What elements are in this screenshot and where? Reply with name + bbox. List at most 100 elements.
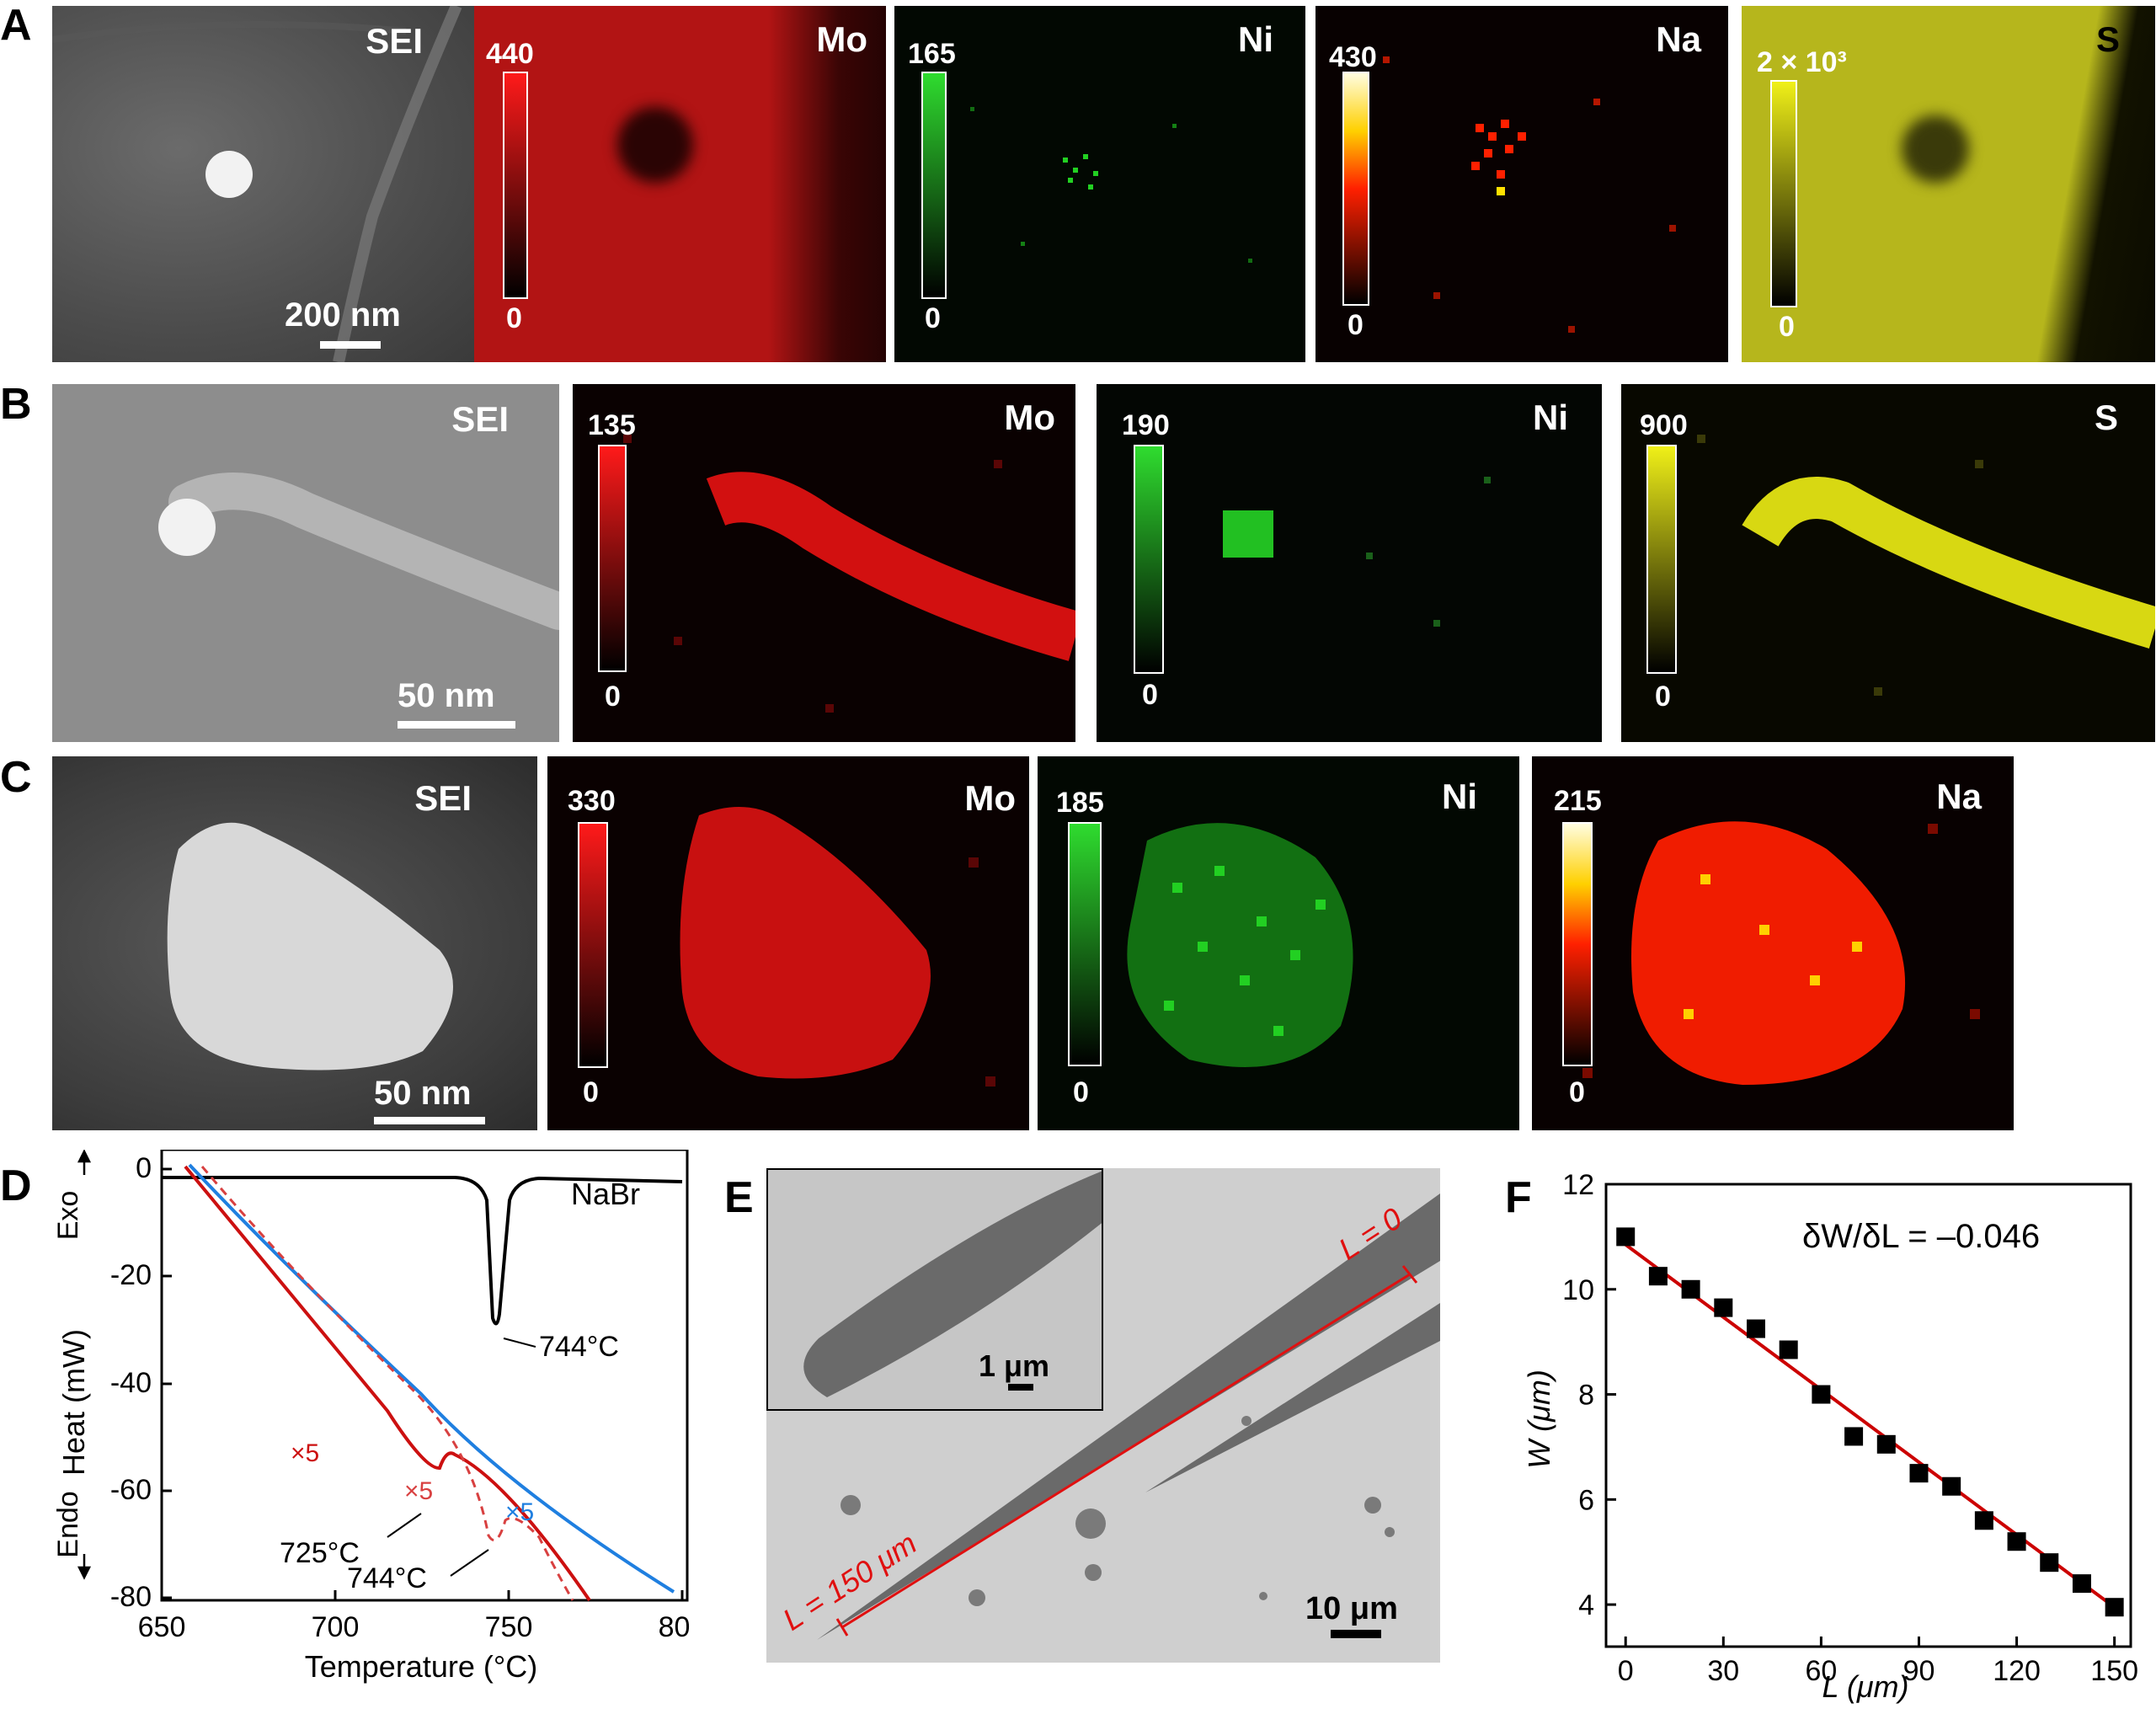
f-xtick-label: 120 [1993,1655,2041,1687]
cbar-min-b-mo: 0 [605,681,621,713]
map-a-mo: 440 0 Mo [474,6,886,362]
dsc-x5-dash: ×5 [404,1477,433,1505]
panel-letter-e: E [724,1173,754,1222]
dsc-xlabel: Temperature (°C) [305,1649,537,1684]
map-c-na-content [1582,821,1980,1085]
cbar-max-c-mo: 330 [568,785,616,817]
dsc-xtick-1: 700 [312,1611,360,1643]
f-xtick-label: 150 [2090,1655,2138,1687]
sei-label-a: SEI [366,21,423,61]
f-xtick-label: 60 [1805,1655,1837,1687]
dsc-ann-725: 725°C [280,1537,360,1569]
f-fit-group [1625,1243,2116,1609]
sei-image-b-content [158,473,559,630]
colorbar-b-s [1646,445,1677,674]
f-ytick-label: 4 [1578,1589,1594,1621]
cbar-min-c-mo: 0 [583,1076,599,1108]
dsc-ann-744-top: 744°C [539,1331,619,1363]
f-data-point [2072,1574,2091,1594]
label-b-s: S [2094,398,2118,437]
colorbar-c-mo [578,822,608,1068]
panel-letter-d: D [0,1161,32,1210]
colorbar-c-na [1562,822,1593,1066]
dsc-arrow-744-top [503,1338,536,1348]
map-b-s-content [1697,435,2155,696]
cbar-min-c-na: 0 [1569,1076,1585,1108]
sei-label-c: SEI [414,778,472,818]
label-a-ni: Ni [1238,19,1273,59]
dsc-ytick-1: -20 [110,1259,152,1291]
dsc-plot: 0 -20 -40 -60 -80 650 700 750 800 Temper… [52,1150,691,1684]
cbar-max-b-s: 900 [1640,409,1688,441]
dsc-ytick-4: -80 [110,1581,152,1613]
map-c-ni-content [1127,823,1353,1067]
dsc-ytick-3: -60 [110,1474,152,1506]
dsc-arrow-725 [387,1513,422,1538]
f-data-point [2040,1553,2059,1573]
f-data-point [1942,1476,1961,1496]
panel-letter-a: A [0,1,32,50]
f-xtick-label: 30 [1707,1655,1739,1687]
map-a-ni-dots [970,107,1252,263]
f-data-point [1876,1434,1896,1454]
f-data-point [1681,1279,1700,1299]
dsc-endo-label: Endo [52,1491,84,1557]
scalebar-a [320,341,381,349]
f-data-point [1844,1427,1864,1446]
cbar-min-b-s: 0 [1655,681,1671,713]
label-a-s: S [2095,19,2120,59]
scalebar-b [398,721,515,729]
label-c-ni: Ni [1442,777,1477,816]
map-b-s: 900 0 S [1621,384,2155,742]
dsc-exo-endo-arrows [77,1150,92,1580]
f-data-point [1616,1227,1636,1247]
dsc-x5-red: ×5 [291,1439,319,1467]
sem-image-e: L = 0 L = 150 μm 10 μm 1 μm [766,1168,1440,1663]
scale-text-c: 50 nm [374,1075,472,1112]
map-a-na-dots [1383,56,1676,333]
e-inset-scale-text: 1 μm [979,1348,1049,1383]
label-c-mo: Mo [964,778,1016,818]
sei-image-b: SEI 50 nm [52,384,559,742]
e-length-line [841,1273,1411,1629]
scalebar-c [374,1117,485,1124]
cbar-max-a-mo: 440 [486,38,534,70]
dsc-xtick-2: 750 [485,1611,533,1643]
dsc-ticks [160,1167,684,1600]
f-xtick-label: 90 [1903,1655,1935,1687]
map-b-mo: 135 0 Mo [573,384,1075,742]
e-inset: 1 μm [766,1168,1103,1411]
cbar-max-a-na: 430 [1329,41,1377,73]
cbar-max-c-na: 215 [1554,785,1602,817]
map-a-na: 430 0 Na [1315,6,1728,362]
f-axes-frame [1604,1183,2132,1648]
dsc-nabr-label: NaBr [571,1177,640,1211]
dsc-red-curve [184,1165,591,1602]
label-b-ni: Ni [1533,398,1568,437]
scale-text-b: 50 nm [398,677,495,714]
colorbar-a-na [1342,72,1369,306]
dsc-axes-frame [160,1150,689,1602]
map-a-s: 2 × 10³ 0 S [1742,6,2155,362]
dsc-x5-blue: ×5 [505,1498,534,1526]
sem-image-e-content: L = 0 L = 150 μm 10 μm [776,1193,1440,1640]
sei-image-c: SEI 50 nm [52,756,537,1130]
f-data-point [1747,1319,1765,1338]
label-b-mo: Mo [1004,398,1055,437]
f-data-point [1909,1464,1929,1483]
panel-letter-b: B [0,380,32,429]
e-inset-scalebar [1008,1384,1033,1391]
dsc-nabr-curve [162,1176,683,1326]
f-points-group [1616,1227,2124,1617]
f-data-point [1648,1267,1668,1286]
label-a-mo: Mo [816,19,867,59]
map-b-ni-content [1223,477,1491,627]
map-c-mo: 330 0 Mo [547,756,1029,1130]
dsc-ytick-2: -40 [110,1367,152,1399]
scale-text-a: 200 nm [285,296,401,334]
dsc-arrow-744-bottom [450,1549,489,1577]
cbar-max-a-s: 2 × 10³ [1757,46,1847,78]
sei-label-b: SEI [451,399,509,439]
e-main-scalebar [1331,1630,1381,1638]
f-data-point [1714,1298,1733,1317]
